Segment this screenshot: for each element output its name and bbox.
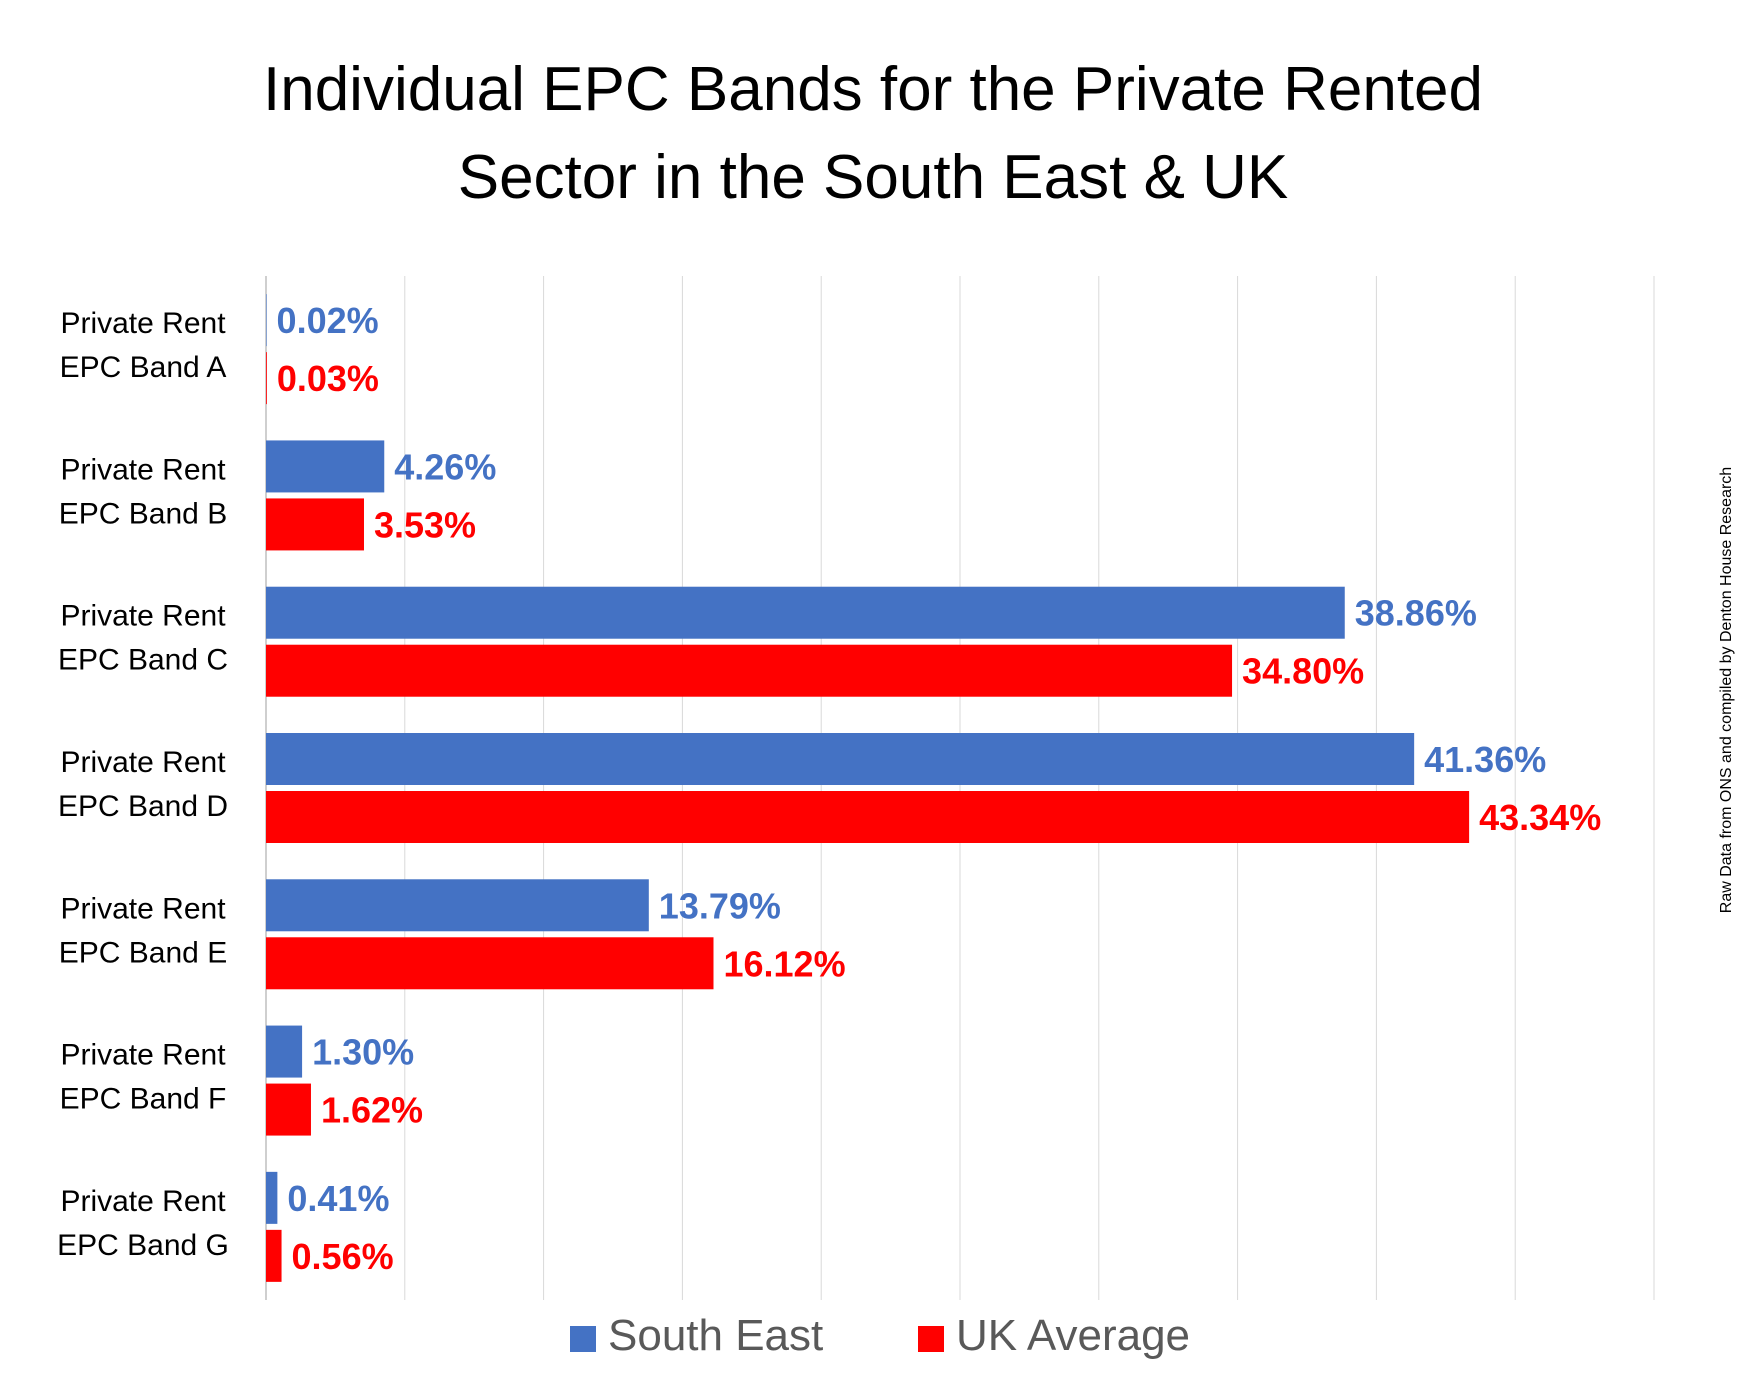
bar-uk-average xyxy=(266,498,364,551)
legend-swatch xyxy=(570,1326,596,1352)
category-label: Private Rent EPC Band G xyxy=(57,1185,229,1262)
category-label: Private Rent EPC Band A xyxy=(60,307,227,384)
bar-south-east xyxy=(266,733,1415,785)
chart-title-line-2: Sector in the South East & UK xyxy=(458,143,1289,212)
category-label: Private Rent EPC Band F xyxy=(60,1039,227,1116)
legend-swatch xyxy=(918,1326,944,1352)
source-note: Raw Data from ONS and compiled by Denton… xyxy=(1718,467,1735,913)
data-label-uk-average: 16.12% xyxy=(723,943,845,984)
data-label-south-east: 0.41% xyxy=(287,1178,389,1219)
data-labels: 0.02% 4.26% 38.86% 41.36% 13.79% 1.30% 0.41% 0.… xyxy=(277,300,1602,1277)
bar-south-east xyxy=(266,586,1345,639)
data-label-uk-average: 0.56% xyxy=(292,1236,394,1277)
data-label-south-east: 41.36% xyxy=(1424,739,1546,780)
bar-uk-average xyxy=(266,1083,311,1136)
bar-uk-average xyxy=(266,791,1470,843)
category-label: Private Rent EPC Band B xyxy=(59,453,227,530)
category-labels: Private Rent EPC Band A Private Rent EPC Ba… xyxy=(57,307,229,1262)
bar-south-east xyxy=(266,1171,278,1224)
bars xyxy=(266,294,1470,1282)
data-label-uk-average: 43.34% xyxy=(1479,797,1601,838)
bar-uk-average xyxy=(266,644,1233,697)
chart-title-line-1: Individual EPC Bands for the Private Ren… xyxy=(263,55,1483,124)
data-label-south-east: 38.86% xyxy=(1355,593,1477,634)
data-label-south-east: 4.26% xyxy=(394,446,496,487)
bar-uk-average xyxy=(266,937,714,990)
bar-south-east xyxy=(266,440,385,493)
category-label: Private Rent EPC Band C xyxy=(58,600,228,677)
gridlines xyxy=(265,276,1655,1300)
bar-uk-average xyxy=(266,352,267,405)
legend: South East UK Average xyxy=(570,1311,1190,1360)
category-label: Private Rent EPC Band D xyxy=(58,746,228,823)
data-label-uk-average: 1.62% xyxy=(321,1090,423,1131)
data-label-south-east: 0.02% xyxy=(277,300,379,341)
data-label-south-east: 1.30% xyxy=(312,1032,414,1073)
bar-uk-average xyxy=(266,1229,282,1282)
data-label-uk-average: 34.80% xyxy=(1242,651,1364,692)
data-label-uk-average: 3.53% xyxy=(374,504,476,545)
bar-south-east xyxy=(266,294,267,347)
legend-label: UK Average xyxy=(956,1311,1190,1360)
data-label-uk-average: 0.03% xyxy=(277,358,379,399)
bar-south-east xyxy=(266,879,649,932)
legend-label: South East xyxy=(608,1311,823,1360)
bar-south-east xyxy=(266,1025,303,1078)
category-label: Private Rent EPC Band E xyxy=(59,892,227,969)
data-label-south-east: 13.79% xyxy=(659,885,781,926)
